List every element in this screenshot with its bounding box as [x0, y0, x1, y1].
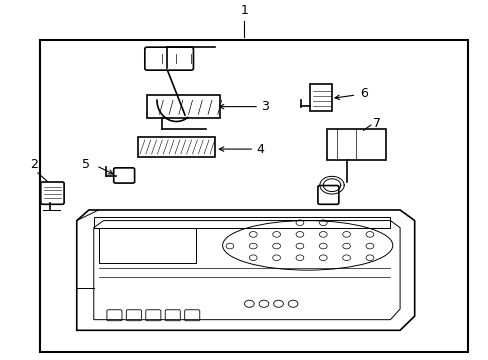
Text: 6: 6	[360, 87, 367, 100]
Text: 2: 2	[30, 158, 39, 171]
Text: 3: 3	[261, 100, 269, 113]
Text: 7: 7	[372, 117, 381, 130]
Text: 1: 1	[240, 4, 248, 17]
Text: 4: 4	[256, 143, 264, 156]
Text: 5: 5	[81, 158, 90, 171]
